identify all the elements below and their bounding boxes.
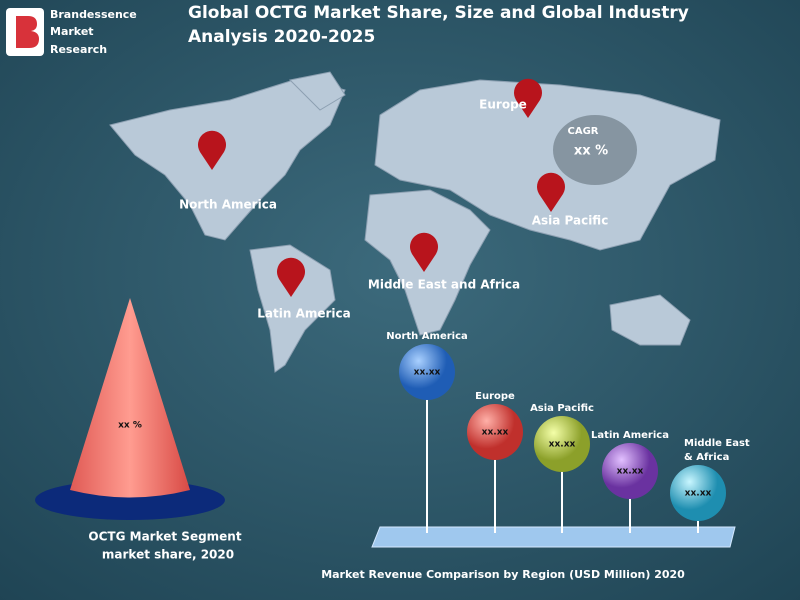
cone bbox=[70, 298, 190, 498]
bubble-value: xx.xx bbox=[685, 489, 712, 499]
map-label: Europe bbox=[479, 98, 527, 112]
bubble-value: xx.xx bbox=[482, 428, 509, 438]
bubble bbox=[534, 416, 590, 472]
cone-caption: OCTG Market Segment bbox=[88, 530, 241, 544]
bubble-label: Latin America bbox=[591, 430, 669, 441]
platform bbox=[371, 526, 736, 548]
bubble-label: Middle East bbox=[684, 438, 750, 449]
bubble bbox=[467, 404, 523, 460]
bubble bbox=[602, 443, 658, 499]
bubble-label: North America bbox=[386, 331, 468, 342]
logo-text: Market bbox=[50, 25, 94, 38]
bubble bbox=[399, 344, 455, 400]
footer-caption: Market Revenue Comparison by Region (USD… bbox=[321, 568, 685, 581]
map-label: Middle East and Africa bbox=[368, 278, 520, 292]
bubble-value: xx.xx bbox=[414, 368, 441, 378]
cagr-label: CAGR bbox=[568, 126, 599, 137]
bubble-value: xx.xx bbox=[617, 467, 644, 477]
bubble-value: xx.xx bbox=[549, 440, 576, 450]
title: Analysis 2020-2025 bbox=[188, 27, 375, 47]
logo-mark bbox=[16, 16, 39, 48]
cone-value: xx % bbox=[118, 421, 142, 431]
title: Global OCTG Market Share, Size and Globa… bbox=[188, 3, 689, 23]
map-pins bbox=[197, 78, 565, 297]
cagr-value: xx % bbox=[574, 144, 608, 159]
logo-text: Research bbox=[50, 43, 107, 56]
bubbles: xx.xx North America xx.xx Europe xx.xx Asia P… bbox=[386, 331, 750, 533]
logo-text: Brandessence bbox=[50, 8, 137, 21]
cagr-circle bbox=[553, 115, 637, 185]
map-label: North America bbox=[179, 198, 277, 212]
map-label: Latin America bbox=[257, 307, 351, 321]
bubble-label: & Africa bbox=[684, 452, 729, 463]
bubble-label: Europe bbox=[475, 391, 515, 402]
world-map bbox=[109, 71, 721, 373]
bubble-label: Asia Pacific bbox=[530, 403, 594, 414]
bubble bbox=[670, 465, 726, 521]
cone-caption: market share, 2020 bbox=[102, 548, 234, 562]
map-label: Asia Pacific bbox=[532, 214, 609, 228]
